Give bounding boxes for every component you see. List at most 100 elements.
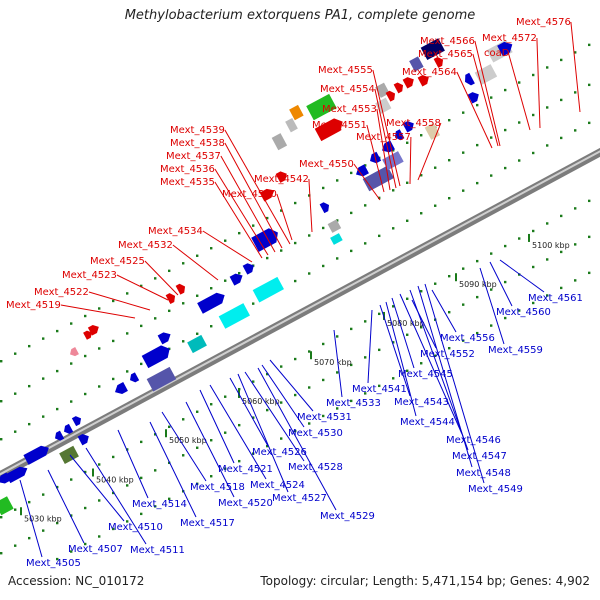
guide-dot [420, 174, 423, 177]
gene-feature [467, 92, 479, 104]
leader-line [479, 267, 505, 345]
guide-dot [350, 249, 353, 253]
guide-dot [14, 352, 17, 355]
gene-label: Mext_4561 [528, 293, 583, 304]
guide-dot [112, 455, 115, 459]
gene-feature [0, 496, 14, 516]
guide-dot [532, 301, 535, 305]
guide-dot [434, 166, 437, 169]
guide-dot [266, 408, 269, 412]
guide-dot [126, 484, 129, 487]
guide-dot [504, 88, 507, 92]
gene-feature [229, 273, 243, 286]
gene-feature [175, 283, 186, 295]
gene-label: Mext_4557 [356, 132, 411, 143]
guide-dot [210, 439, 213, 442]
guide-dot [224, 395, 227, 398]
guide-dot [238, 231, 241, 235]
kbp-label: 5090 kbp [459, 280, 497, 289]
guide-dot [406, 219, 409, 222]
leader-line [161, 411, 207, 482]
leader-line [144, 260, 179, 296]
guide-dot [154, 469, 157, 472]
guide-dot [490, 324, 493, 327]
kbp-label: 5080 kbp [387, 319, 425, 328]
guide-dot [140, 324, 143, 328]
guide-dot [406, 141, 409, 144]
guide-dot [406, 297, 409, 300]
guide-dot [210, 475, 213, 478]
gene-label: Mext_4529 [320, 511, 375, 522]
leader-line [224, 142, 283, 249]
guide-dot [70, 322, 73, 325]
guide-dot [294, 241, 297, 245]
topology-text: Topology: circular; Length: 5,471,154 bp… [260, 574, 590, 588]
guide-dot [406, 333, 409, 336]
leader-line [117, 429, 149, 499]
guide-dot [476, 103, 479, 107]
guide-dot [560, 214, 563, 218]
guide-dot [392, 377, 395, 380]
gene-label: Mext_4549 [468, 484, 523, 495]
guide-dot [182, 302, 185, 305]
guide-dot [518, 237, 521, 240]
guide-dot [518, 159, 521, 162]
guide-dot [420, 290, 423, 293]
leader-line [570, 21, 581, 113]
guide-dot [56, 485, 59, 489]
guide-dot [154, 433, 157, 436]
gene-label: Mext_4558 [386, 118, 441, 129]
guide-dot [406, 369, 409, 372]
gene-label: Mext_4520 [218, 498, 273, 509]
guide-dot [294, 279, 297, 283]
leader-line [399, 293, 463, 435]
gene-label: Mext_4537 [166, 151, 221, 162]
guide-dot [196, 482, 199, 485]
gene-label: Mext_4536 [160, 164, 215, 175]
gene-feature [395, 129, 405, 141]
gene-feature [465, 72, 475, 86]
guide-dot [560, 286, 563, 290]
guide-dot [378, 312, 381, 316]
gene-label: Mext_4564 [402, 67, 457, 78]
gene-label: Mext_4532 [118, 240, 173, 251]
guide-dot [70, 362, 73, 365]
guide-dot [196, 294, 199, 297]
leader-line [202, 230, 253, 263]
guide-dot [462, 189, 465, 192]
guide-dot [140, 512, 143, 516]
guide-dot [490, 96, 493, 99]
kbp-label: 5050 kbp [169, 436, 207, 445]
leader-line [214, 168, 269, 256]
guide-dot [14, 544, 17, 547]
guide-dot [392, 149, 395, 152]
guide-dot [56, 369, 59, 373]
guide-dot [84, 470, 87, 474]
guide-dot [448, 118, 451, 122]
leader-line [391, 297, 415, 369]
gene-feature [64, 423, 74, 434]
guide-dot [98, 535, 101, 538]
guide-dot [406, 181, 409, 184]
guide-dot [210, 403, 213, 406]
leader-line [333, 329, 343, 398]
leader-line [308, 178, 313, 233]
leader-line [237, 373, 289, 493]
guide-dot [224, 467, 227, 470]
gene-feature [375, 82, 390, 98]
guide-dot [322, 378, 325, 382]
guide-dot [350, 399, 353, 403]
leader-line [367, 309, 373, 384]
guide-dot [56, 521, 59, 525]
leader-line [214, 181, 263, 259]
gene-label: Mext_4560 [496, 307, 551, 318]
guide-dot [140, 440, 143, 444]
guide-dot [56, 407, 59, 411]
leader-line [19, 479, 43, 558]
guide-dot [560, 136, 563, 140]
gene-label: Mext_4565 [418, 49, 473, 60]
guide-dot [182, 418, 185, 421]
gene-feature [141, 345, 170, 369]
gene-label: Mext_4550 [299, 159, 354, 170]
guide-dot [336, 371, 339, 374]
